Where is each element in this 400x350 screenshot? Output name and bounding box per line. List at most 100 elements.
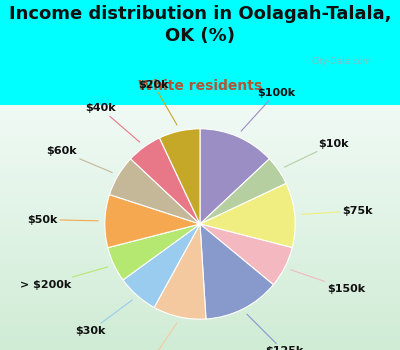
Text: $20k: $20k [138,80,177,125]
Text: $10k: $10k [284,139,349,167]
Wedge shape [200,183,295,248]
Bar [0,271,400,273]
Bar [0,329,400,332]
Text: White residents: White residents [138,79,262,93]
Bar [0,120,400,124]
Bar [0,197,400,200]
Text: $75k: $75k [301,205,373,216]
Wedge shape [108,224,200,280]
Bar [0,105,400,108]
Bar [0,148,400,151]
Wedge shape [105,195,200,248]
Bar [0,108,400,111]
Bar [0,249,400,252]
Bar [0,191,400,194]
Bar [0,264,400,267]
Bar [0,188,400,191]
Bar [0,246,400,249]
Bar [0,166,400,169]
Bar [0,117,400,120]
Bar [0,280,400,283]
Bar [0,218,400,222]
Bar [0,240,400,243]
Text: $60k: $60k [46,146,112,173]
Bar [0,313,400,316]
Bar [0,154,400,157]
Bar [0,222,400,224]
Text: > $200k: > $200k [20,267,108,290]
Bar [0,178,400,182]
Text: $30k: $30k [75,300,132,336]
Bar [0,206,400,209]
Bar [0,301,400,304]
Wedge shape [200,129,269,224]
Bar [0,273,400,276]
Bar [0,231,400,234]
Bar [0,286,400,289]
Wedge shape [200,224,273,319]
Bar [0,310,400,313]
Bar [0,145,400,148]
Bar [0,243,400,246]
Bar [0,139,400,142]
Wedge shape [200,224,292,285]
Bar [0,133,400,136]
Bar [0,212,400,215]
Bar [0,215,400,218]
Wedge shape [200,159,286,224]
Bar [0,228,400,231]
Bar [0,298,400,301]
Bar [0,261,400,264]
Wedge shape [154,224,206,319]
Text: $50k: $50k [27,215,98,224]
Bar [0,326,400,329]
Bar [0,237,400,240]
Bar [0,267,400,270]
Bar [0,319,400,322]
Bar [0,135,400,139]
Bar [0,130,400,133]
Bar [0,347,400,350]
Bar [0,307,400,310]
Bar [0,255,400,258]
Text: Income distribution in Oolagah-Talala,
OK (%): Income distribution in Oolagah-Talala, O… [9,5,391,46]
Bar [0,304,400,307]
Bar [0,182,400,185]
Bar [0,289,400,292]
Bar [0,151,400,154]
Bar [0,157,400,160]
Bar [0,194,400,197]
Bar [0,332,400,335]
Bar [0,295,400,298]
Bar [0,344,400,347]
Bar [0,126,400,130]
Bar [0,224,400,228]
Bar [0,234,400,237]
Bar [0,209,400,212]
Text: $40k: $40k [86,104,140,142]
Bar [0,200,400,203]
Bar [0,283,400,286]
Bar [0,185,400,188]
Bar [0,142,400,145]
Wedge shape [123,224,200,307]
Bar [0,292,400,295]
Bar [0,335,400,338]
Wedge shape [110,159,200,224]
Bar [0,203,400,206]
Text: $150k: $150k [291,270,365,294]
Bar [0,124,400,126]
Bar [0,173,400,175]
Bar [0,111,400,114]
Text: City-Data.com: City-Data.com [312,57,371,66]
Bar [0,163,400,166]
Bar [0,169,400,173]
Wedge shape [131,138,200,224]
Text: $125k: $125k [247,314,303,350]
Bar [0,316,400,319]
Text: $200k: $200k [131,323,177,350]
Text: $100k: $100k [241,88,295,131]
Bar [0,160,400,163]
Bar [0,341,400,344]
Bar [0,276,400,280]
